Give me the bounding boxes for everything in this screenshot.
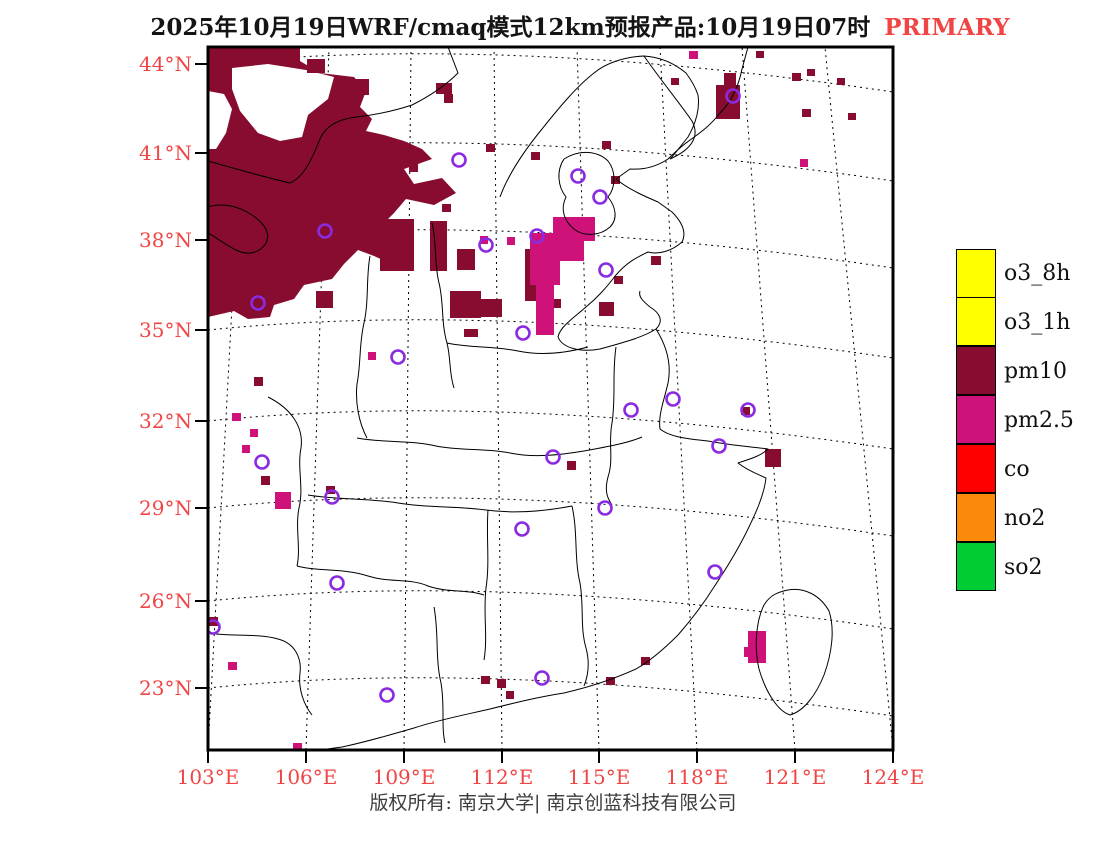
station-marker (254, 454, 270, 470)
boundary-path (755, 588, 833, 716)
legend-swatch (956, 493, 996, 542)
title-primary-tag: PRIMARY (884, 14, 1010, 41)
station-marker (451, 152, 467, 168)
boundary-path (319, 328, 769, 750)
boundary-path (557, 47, 749, 351)
lon-tick-label: 109°E (372, 765, 436, 789)
boundary-path (605, 346, 617, 506)
legend-swatch (956, 249, 996, 298)
copyright-text: 版权所有: 南京大学| 南京创蓝科技有限公司 (369, 792, 737, 814)
legend-swatch (956, 395, 996, 444)
station-marker (317, 223, 333, 239)
station-marker (545, 449, 561, 465)
lat-tick-label: 35°N (139, 318, 192, 342)
station-marker (379, 687, 395, 703)
boundary-path (296, 565, 485, 596)
map-canvas (195, 45, 895, 763)
legend-swatch (956, 346, 996, 395)
boundary-lines (208, 47, 833, 750)
legend-label: pm2.5 (1004, 408, 1074, 433)
page-title: 2025年10月19日WRF/cmaq模式12km预报产品:10月19日07时 P… (150, 8, 1010, 42)
legend-label: so2 (1004, 555, 1043, 580)
boundary-path (499, 55, 699, 198)
pm10-region-layer (208, 47, 456, 319)
graticule-grid (208, 47, 893, 750)
boundary-path (307, 494, 573, 513)
boundary-path (208, 204, 269, 254)
station-marker (623, 402, 639, 418)
lat-tick-label: 32°N (139, 409, 192, 433)
parallel-line (208, 410, 893, 450)
station-marker (725, 88, 741, 104)
boundary-path (356, 255, 371, 439)
lon-tick-label: 112°E (470, 765, 534, 789)
lon-tick-label: 106°E (274, 765, 338, 789)
parallel-line (208, 319, 893, 359)
lon-tick-label: 103°E (176, 765, 240, 789)
lat-tick-label: 23°N (139, 676, 192, 700)
station-marker (534, 670, 550, 686)
boundary-path (558, 152, 616, 235)
station-marker (570, 168, 586, 184)
legend-label: no2 (1004, 506, 1046, 531)
station-marker (592, 189, 608, 205)
station-marker (250, 295, 266, 311)
legend-swatch (956, 297, 996, 346)
station-marker (478, 237, 494, 253)
station-marker (390, 349, 406, 365)
station-marker (529, 228, 545, 244)
station-marker (514, 521, 530, 537)
pm10-cells-layer (209, 51, 856, 699)
parallel-line (208, 677, 893, 717)
boundary-path (267, 396, 302, 567)
station-marker (711, 438, 727, 454)
boundary-path (208, 47, 459, 184)
station-marker (515, 325, 531, 341)
station-markers (208, 88, 756, 703)
station-marker (598, 262, 614, 278)
boundary-path (433, 606, 446, 744)
legend-swatch (956, 542, 996, 591)
boundary-path (571, 505, 589, 687)
station-marker (665, 391, 681, 407)
legend-label: co (1004, 457, 1030, 482)
station-marker (597, 500, 613, 516)
boundary-path (431, 222, 455, 389)
lat-tick-label: 41°N (139, 141, 192, 165)
boundary-path (208, 632, 313, 716)
lon-tick-label: 118°E (665, 765, 729, 789)
boundary-path (483, 509, 489, 661)
lat-tick-label: 26°N (139, 589, 192, 613)
boundary-path (446, 342, 589, 355)
station-marker (329, 575, 345, 591)
legend-label: o3_1h (1004, 310, 1071, 335)
legend-swatch (956, 444, 996, 493)
map-frame (206, 45, 895, 752)
station-marker (707, 564, 723, 580)
title-text: 2025年10月19日WRF/cmaq模式12km预报产品:10月19日07时 (150, 14, 871, 41)
station-marker (208, 619, 221, 635)
boundary-path (356, 436, 643, 457)
lon-tick-label: 121°E (763, 765, 827, 789)
legend-label: pm10 (1004, 359, 1067, 384)
lat-tick-label: 38°N (139, 228, 192, 252)
meridian-line (824, 47, 893, 750)
station-marker (740, 402, 756, 418)
parallel-line (208, 497, 893, 537)
station-marker (324, 489, 340, 505)
meridian-line (493, 47, 503, 750)
parallel-line (208, 590, 893, 630)
lat-tick-label: 44°N (139, 52, 192, 76)
lon-tick-label: 124°E (861, 765, 925, 789)
legend-label: o3_8h (1004, 261, 1071, 286)
lon-tick-label: 115°E (567, 765, 631, 789)
axis-ticks (195, 63, 894, 763)
lat-tick-label: 29°N (139, 496, 192, 520)
boundary-path (643, 55, 696, 160)
